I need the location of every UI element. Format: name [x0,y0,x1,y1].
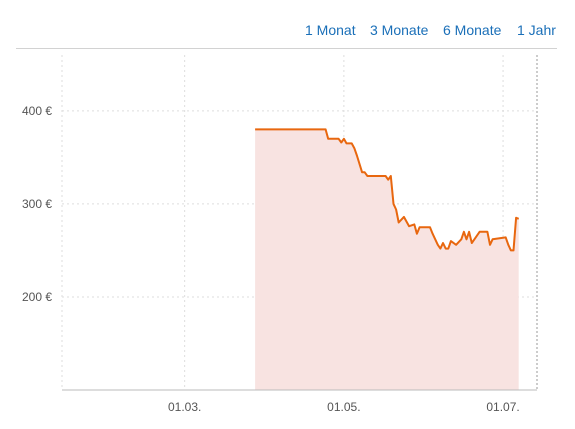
price-area [255,129,519,390]
range-tab-1-month[interactable]: 1 Monat [305,22,356,38]
axes [62,55,538,391]
y-tick-label: 400 € [22,104,52,118]
y-tick-label: 200 € [22,290,52,304]
x-tick-label: 01.07. [486,400,519,414]
price-line-path [255,128,520,252]
header-divider [16,48,557,49]
price-area-fill [255,129,519,390]
range-selector: 1 Monat 3 Monate 6 Monate 1 Jahr [0,22,575,44]
range-tab-3-months[interactable]: 3 Monate [370,22,429,38]
price-line [255,128,520,252]
y-tick-label: 300 € [22,197,52,211]
range-tab-6-months[interactable]: 6 Monate [443,22,502,38]
tick-labels: 01.03. 01.05. 01.07. 200 € 300 € 400 € [22,104,520,414]
x-tick-label: 01.05. [327,400,360,414]
range-tab-1-year[interactable]: 1 Jahr [517,22,556,38]
x-tick-label: 01.03. [168,400,201,414]
